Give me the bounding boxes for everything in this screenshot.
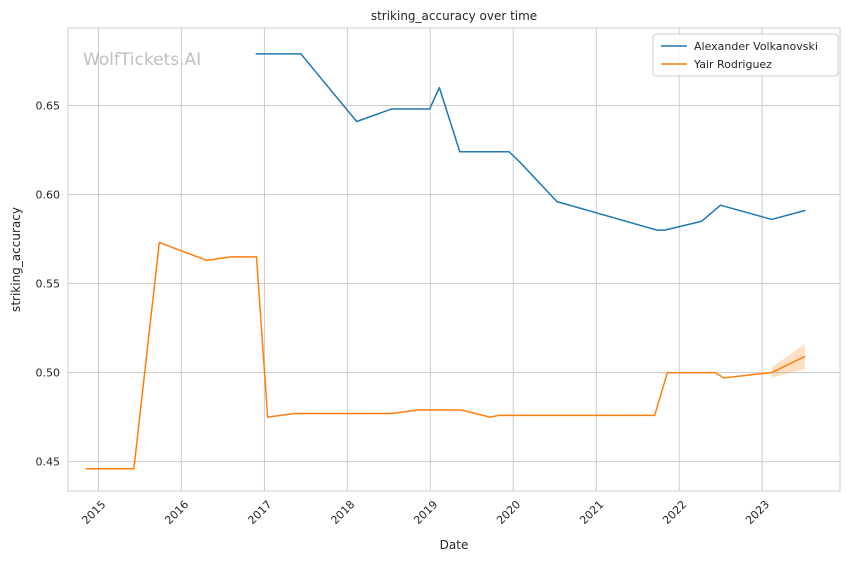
confidence-bands xyxy=(771,344,805,378)
legend: Alexander Volkanovski Yair Rodriguez xyxy=(652,33,839,77)
data-point xyxy=(85,468,87,470)
legend-label-rodriguez: Yair Rodriguez xyxy=(693,58,772,71)
data-point xyxy=(771,218,773,221)
data-point xyxy=(158,241,160,244)
data-point xyxy=(804,355,806,358)
data-point xyxy=(417,409,420,411)
data-point xyxy=(390,412,393,415)
data-point xyxy=(489,416,491,418)
data-point xyxy=(664,229,666,231)
data-point xyxy=(804,209,806,212)
data-point xyxy=(293,412,296,415)
legend-box xyxy=(652,33,839,77)
data-point xyxy=(771,371,773,374)
data-point xyxy=(556,201,558,203)
plot-frame xyxy=(67,27,841,492)
data-point xyxy=(654,414,656,416)
data-point xyxy=(723,377,725,379)
data-point xyxy=(461,409,463,411)
data-point xyxy=(206,259,208,261)
data-point xyxy=(356,120,358,123)
data-point xyxy=(459,151,461,153)
data-point xyxy=(508,151,510,153)
chart-title: striking_accuracy over time xyxy=(371,9,537,23)
series-line-0 xyxy=(255,53,806,231)
data-point xyxy=(133,468,135,470)
y-tick-label: 0.65 xyxy=(36,99,61,112)
data-point xyxy=(719,204,722,206)
data-point xyxy=(428,108,431,110)
x-axis-title: Date xyxy=(440,538,469,552)
data-point xyxy=(390,108,393,110)
y-tick-label: 0.60 xyxy=(36,189,61,202)
data-point xyxy=(267,416,269,418)
legend-label-volkanovski: Alexander Volkanovski xyxy=(694,40,818,53)
confidence-band-1 xyxy=(771,344,805,378)
data-point xyxy=(230,256,232,258)
y-tick-label: 0.45 xyxy=(36,456,61,469)
data-point xyxy=(255,256,258,258)
data-point xyxy=(498,414,500,416)
data-point xyxy=(300,53,302,55)
data-point xyxy=(438,87,440,89)
data-point xyxy=(519,161,521,164)
y-tick-label: 0.55 xyxy=(36,278,61,291)
series-lines xyxy=(85,53,806,470)
y-axis-title: striking_accuracy xyxy=(9,207,23,312)
data-point xyxy=(714,371,717,374)
data-point xyxy=(666,371,668,374)
watermark-text: WolfTickets.AI xyxy=(83,50,201,70)
data-point xyxy=(656,229,658,231)
grid xyxy=(68,28,840,491)
data-point xyxy=(701,220,703,222)
data-point xyxy=(255,53,257,55)
y-tick-label: 0.50 xyxy=(36,367,61,380)
